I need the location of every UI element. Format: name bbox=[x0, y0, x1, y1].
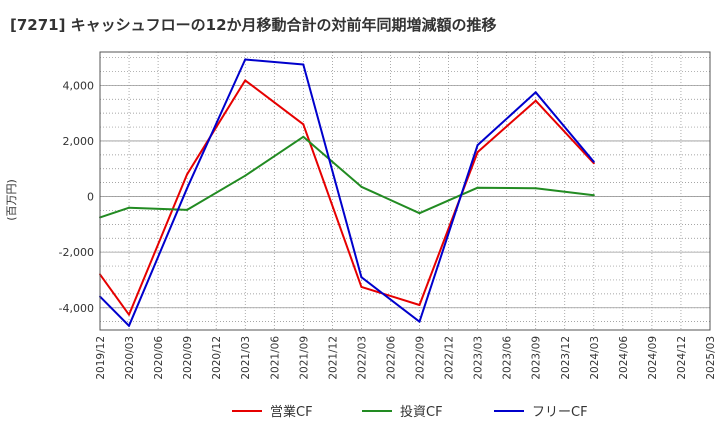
x-tick-label: 2021/06 bbox=[269, 336, 281, 380]
y-tick-label: 0 bbox=[87, 191, 94, 204]
data-point bbox=[128, 313, 131, 316]
series-layer bbox=[99, 58, 595, 327]
x-tick-label: 2022/09 bbox=[415, 336, 427, 380]
legend-label: 投資CF bbox=[400, 404, 443, 420]
data-point bbox=[534, 99, 537, 102]
data-point bbox=[302, 63, 305, 66]
x-tick-label: 2021/03 bbox=[240, 336, 252, 380]
x-tick-label: 2023/09 bbox=[531, 336, 543, 380]
series-line bbox=[99, 79, 595, 316]
x-tick-label: 2022/12 bbox=[444, 336, 456, 380]
data-point bbox=[418, 320, 421, 323]
data-point bbox=[592, 162, 595, 165]
data-point bbox=[360, 185, 363, 188]
x-tick-label: 2023/12 bbox=[560, 336, 572, 380]
data-point bbox=[534, 91, 537, 94]
data-point bbox=[418, 212, 421, 215]
series-line bbox=[99, 58, 595, 327]
y-tick-label: 4,000 bbox=[63, 79, 95, 92]
x-tick-label: 2021/09 bbox=[298, 336, 310, 380]
data-point bbox=[244, 79, 247, 82]
data-point bbox=[360, 285, 363, 288]
plot-frame bbox=[99, 51, 711, 331]
x-tick-label: 2025/03 bbox=[705, 336, 717, 380]
chart-title: [7271] キャッシュフローの12か月移動合計の対前年同期増減額の推移 bbox=[10, 16, 497, 34]
x-tick-label: 2020/06 bbox=[153, 336, 165, 380]
data-point bbox=[244, 174, 247, 177]
data-point bbox=[476, 186, 479, 189]
x-tick-label: 2020/09 bbox=[182, 336, 194, 380]
data-point bbox=[592, 194, 595, 197]
y-tick-label: -4,000 bbox=[59, 302, 94, 315]
data-point bbox=[302, 123, 305, 126]
legend-label: フリーCF bbox=[532, 405, 588, 420]
y-axis-label: (百万円) bbox=[5, 179, 18, 221]
x-tick-label: 2024/03 bbox=[589, 336, 601, 380]
legend: 営業CF 投資CF フリーCF bbox=[232, 404, 588, 420]
data-point bbox=[128, 206, 131, 209]
data-point bbox=[476, 144, 479, 147]
legend-label: 営業CF bbox=[270, 404, 313, 420]
axis-layer: -4,000 -2,000 0 2,000 4,000 2019/12 2020/03 202… bbox=[59, 51, 717, 380]
x-tick-label: 2023/03 bbox=[473, 336, 485, 380]
x-tick-label: 2019/12 bbox=[95, 336, 107, 380]
grid-layer bbox=[99, 52, 711, 330]
x-tick-label: 2022/03 bbox=[356, 336, 368, 380]
x-tick-label: 2021/12 bbox=[327, 336, 339, 380]
x-tick-label: 2020/12 bbox=[211, 336, 223, 380]
x-tick-label: 2024/12 bbox=[676, 336, 688, 380]
series-line bbox=[99, 135, 594, 219]
y-tick-label: -2,000 bbox=[59, 246, 94, 259]
data-point bbox=[360, 276, 363, 279]
data-point bbox=[302, 135, 305, 138]
data-point bbox=[534, 187, 537, 190]
data-point bbox=[244, 58, 247, 61]
x-tick-label: 2024/09 bbox=[647, 336, 659, 380]
x-tick-label: 2024/06 bbox=[618, 336, 630, 380]
data-point bbox=[592, 160, 595, 163]
data-point bbox=[476, 151, 479, 154]
y-tick-label: 2,000 bbox=[63, 135, 95, 148]
data-point bbox=[186, 187, 189, 190]
data-point bbox=[128, 324, 131, 327]
x-tick-label: 2022/06 bbox=[385, 336, 397, 380]
data-point bbox=[418, 303, 421, 306]
data-point bbox=[186, 173, 189, 176]
x-tick-label: 2020/03 bbox=[124, 336, 136, 380]
x-tick-label: 2023/06 bbox=[502, 336, 514, 380]
data-point bbox=[186, 208, 189, 211]
